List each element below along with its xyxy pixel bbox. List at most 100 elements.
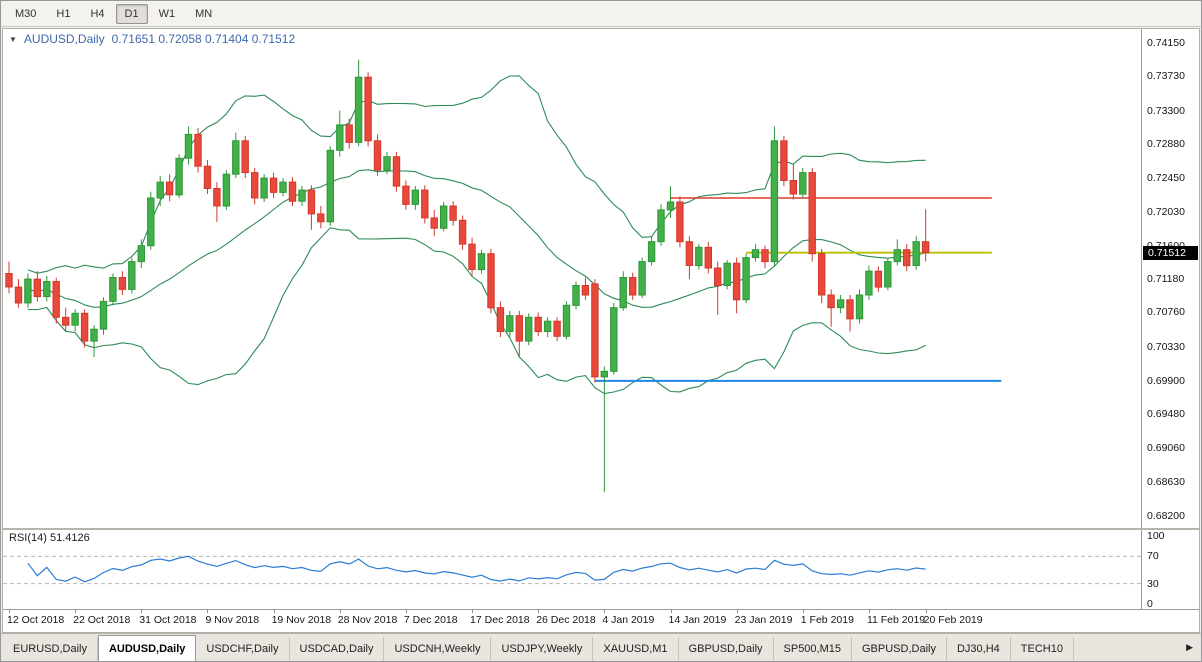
tab-scroll-right-icon[interactable]: ▶ [1186,642,1193,652]
date-label: 9 Nov 2018 [205,614,260,626]
price-panel[interactable]: ▼ AUDUSD,Daily 0.71651 0.72058 0.71404 0… [3,29,1199,528]
chart-ohlc-readout: 0.71651 0.72058 0.71404 0.71512 [111,32,296,46]
price-tick-label: 0.69900 [1147,374,1185,387]
price-tick-label: 0.71180 [1147,273,1185,286]
date-label: 19 Nov 2018 [271,614,332,626]
timeframe-button-w1[interactable]: W1 [158,7,176,20]
candle-body [118,277,127,290]
bollinger-lower-band [27,227,926,395]
date-label: 7 Dec 2018 [403,614,458,626]
chart-tab-xauusd-m1[interactable]: XAUUSD,M1 [593,637,679,661]
rsi-tick-label: 70 [1147,550,1159,563]
time-axis-tick [339,610,341,613]
candle-body [714,267,722,286]
candle-body [525,316,533,342]
candle-body [685,241,694,266]
chart-tab-usdcnh-weekly[interactable]: USDCNH,Weekly [384,637,492,661]
timeframe-button-mn[interactable]: MN [195,7,213,20]
candle-body [770,140,779,263]
chart-tab-usdcad-daily[interactable]: USDCAD,Daily [290,637,385,661]
price-axis[interactable]: 0.74150 0.73730 0.73300 0.72880 0.72450 0.720… [1141,29,1199,528]
time-axis-tick [670,610,672,613]
chart-tab-dj30-h4[interactable]: DJ30,H4 [947,637,1011,661]
candle-body [354,76,363,143]
time-axis[interactable]: 12 Oct 2018 22 Oct 2018 31 Oct 2018 9 Nov 2… [3,610,1199,632]
chart-title: AUDUSD,Daily [23,32,105,46]
chart-symbol-header: ▼ AUDUSD,Daily 0.71651 0.72058 0.71404 0… [9,32,295,46]
chart-tab-tech10[interactable]: TECH10 [1011,637,1074,661]
candle-body [647,241,656,263]
candle-body [128,261,136,290]
candle-body [638,261,646,296]
date-label: 11 Feb 2019 [866,614,926,626]
candle-body [203,165,212,189]
candlestick-chart[interactable] [3,29,1144,528]
candle-body [411,189,420,205]
candle-body [364,76,372,142]
candle-body [572,285,580,306]
candle-body [260,177,268,199]
timeframe-button-m30[interactable]: M30 [15,7,37,20]
chart-tab-usdchf-daily[interactable]: USDCHF,Daily [196,637,290,661]
time-axis-tick [141,610,143,613]
date-label: 17 Dec 2018 [470,614,530,626]
candle-body [553,320,561,337]
candle-body [827,294,835,309]
price-tick-label: 0.72450 [1147,172,1185,185]
panel-splitter[interactable] [3,528,1199,530]
chart-tab-usdjpy-weekly[interactable]: USDJPY,Weekly [491,637,594,661]
rsi-tick-label: 30 [1147,577,1159,590]
candle-body [874,270,883,288]
chart-tab-bar: EURUSD,Daily AUDUSD,Daily USDCHF,Daily USDC… [1,633,1201,661]
candle-body [52,281,60,318]
bollinger-middle-band [27,169,926,308]
candle-body [345,124,353,143]
candle-body [449,205,457,221]
candle-body [251,172,259,199]
candle-body [24,278,32,304]
candle-body [326,149,335,223]
chart-tab-gbpusd-daily[interactable]: GBPUSD,Daily [679,637,774,661]
candle-body [657,209,665,243]
candle-body [392,156,401,187]
time-axis-tick [9,610,10,613]
current-price-badge: 0.71512 [1143,245,1198,260]
chart-tab-sp500-m15[interactable]: SP500,M15 [774,637,852,661]
date-label: 12 Oct 2018 [7,614,65,626]
date-label: 22 Oct 2018 [73,614,131,626]
chart-tab-gbpusd-daily[interactable]: GBPUSD,Daily [852,637,947,661]
candle-body [884,261,892,288]
timeframe-button-d1[interactable]: D1 [115,3,148,24]
candle-body [666,201,675,211]
chart-window: ▼ AUDUSD,Daily 0.71651 0.72058 0.71404 0… [2,28,1200,633]
price-tick-label: 0.73730 [1147,70,1185,83]
rsi-panel[interactable]: RSI(14) 51.4126 100 70 30 0 [3,530,1199,610]
date-label: 26 Dec 2018 [536,614,596,626]
candle-body [383,156,391,171]
candle-body [298,189,306,202]
price-tick-label: 0.74150 [1147,37,1185,49]
price-tick-label: 0.72030 [1147,205,1185,218]
candle-body [836,299,845,309]
candle-body [90,328,98,342]
candle-body [222,173,231,207]
candle-body [799,172,807,195]
candle-body [732,262,741,301]
candle-body [676,201,684,243]
chart-tab-eurusd-daily[interactable]: EURUSD,Daily [3,637,98,661]
candle-body [71,312,79,326]
candle-body [543,320,552,333]
candle-body [33,278,42,298]
chart-tab-audusd-daily[interactable]: AUDUSD,Daily [97,635,197,661]
date-label: 31 Oct 2018 [139,614,197,626]
date-label: 14 Jan 2019 [668,614,727,626]
candle-body [194,133,202,167]
timeframe-button-h4[interactable]: H4 [90,7,105,20]
timeframe-button-h1[interactable]: H1 [56,7,71,20]
candle-body [789,180,797,195]
candle-body [317,213,325,223]
collapse-chevron-icon[interactable]: ▼ [9,34,17,44]
candle-body [610,307,618,372]
candle-body [430,217,438,229]
time-axis-tick [925,610,927,613]
